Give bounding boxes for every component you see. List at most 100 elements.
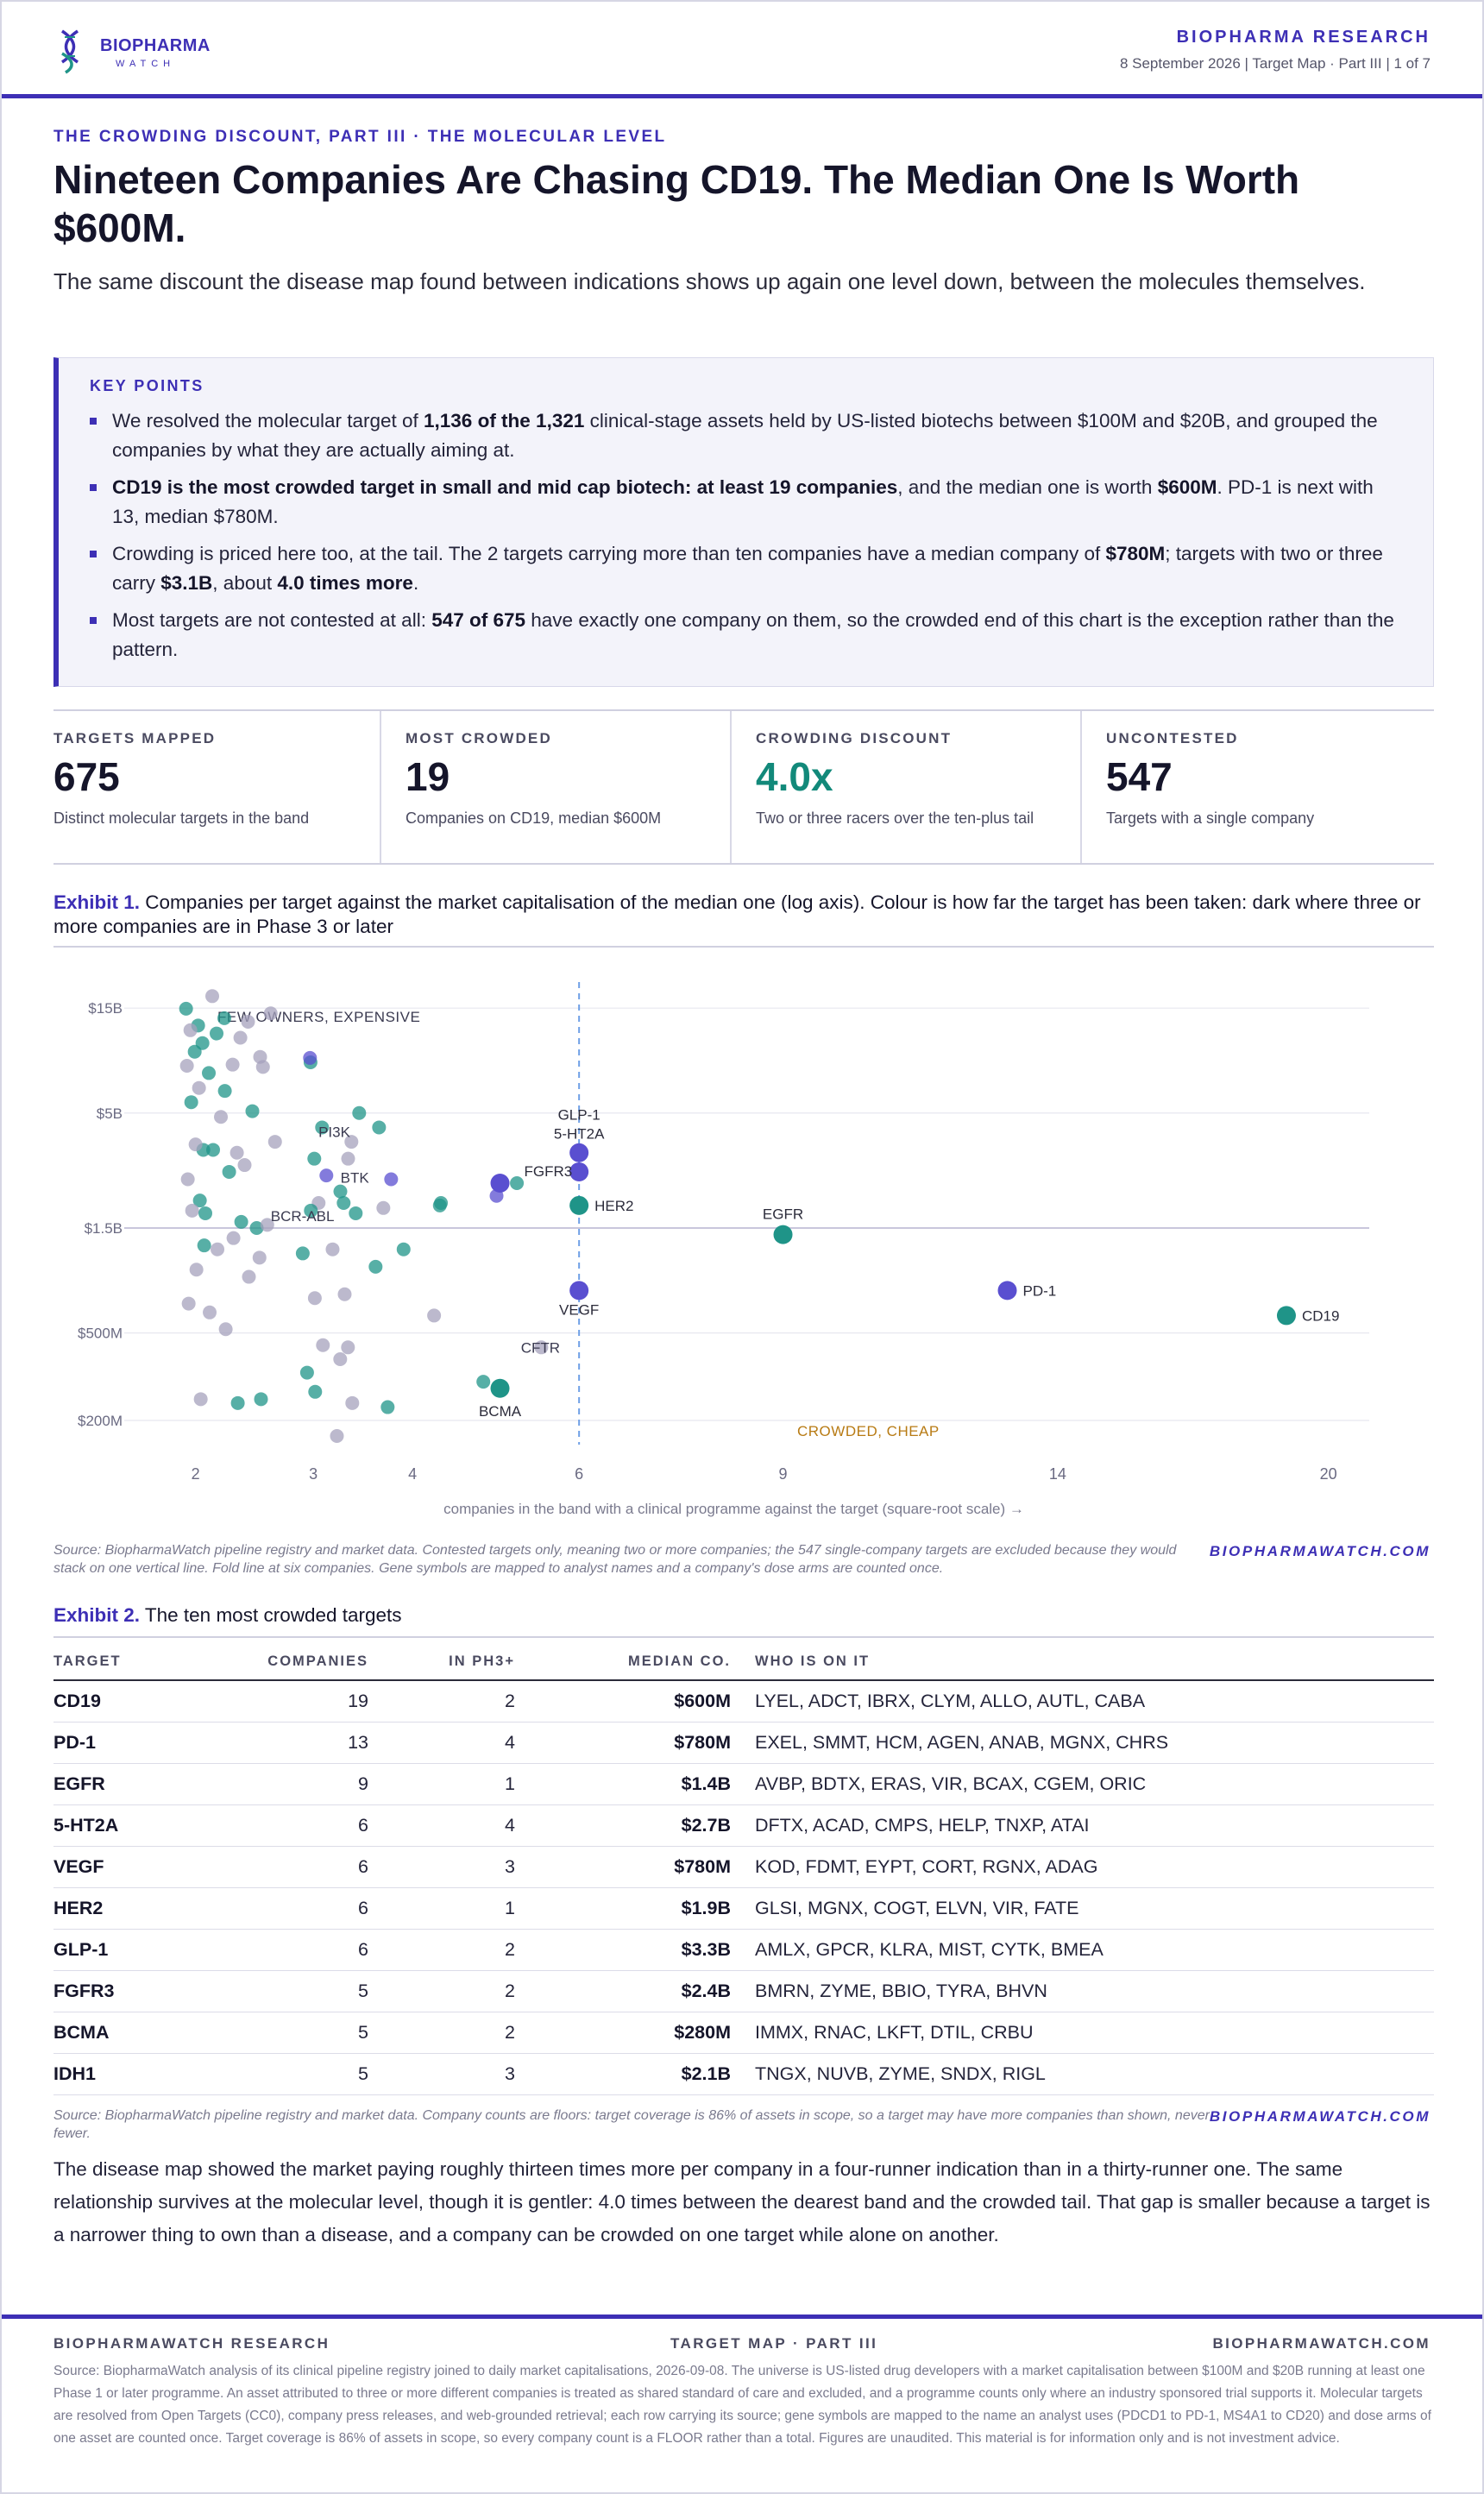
table-row[interactable]: CD19 19 2 $600M LYEL, ADCT, IBRX, CLYM, ALLO… [53,1680,1434,1722]
exhibit-1-source-link[interactable]: BIOPHARMAWATCH.COM [1209,1543,1431,1559]
key-points-title: KEY POINTS [90,377,204,394]
table-row[interactable]: GLP-1 6 2 $3.3B AMLX, GPCR, KLRA, MIST, CYTK… [53,1929,1434,1971]
data-point [337,1287,352,1301]
x-tick-label: 9 [779,1465,788,1483]
kpi-uncontested: UNCONTESTED 547 Targets with a single co… [1080,711,1425,863]
footer-fine-print: Source: BiopharmaWatch analysis of its c… [53,2364,1431,2446]
table-row[interactable]: VEGF 6 3 $780M KOD, FDMT, EYPT, CORT, RGNX, … [53,1846,1434,1888]
cell-target: HER2 [53,1887,200,1930]
data-point [226,1231,241,1245]
cell-tickers: GLSI, MGNX, COGT, ELVN, VIR, FATE [731,1887,1434,1930]
key-points-list: We resolved the molecular target of 1,13… [90,406,1401,672]
cell-ph3: 3 [368,2053,515,2095]
scatter-chart: $200M $500M $1.5B $5B $15B 2 3 4 6 9 14 20 companies… [78,982,1369,1517]
logo-wordmark: BIOPHARMA [100,36,211,55]
table-row[interactable]: 5-HT2A 6 4 $2.7B DFTX, ACAD, CMPS, HELP, TNX… [53,1804,1434,1847]
labeled-data-point [569,1162,589,1181]
data-point [187,1044,202,1059]
table-row[interactable]: EGFR 9 1 $1.4B AVBP, BDTX, ERAS, VIR, BCAX, … [53,1763,1434,1805]
data-point [230,1145,244,1160]
exhibit-2-caption: Exhibit 2. The ten most crowded targets [53,1603,1434,1628]
data-point [341,1151,355,1166]
data-point [198,1206,213,1220]
labeled-data-point [569,1143,589,1162]
headline: Nineteen Companies Are Chasing CD19. The… [53,157,1300,250]
point-label: FGFR3 [525,1163,573,1180]
exhibit-1-text: Companies per target against the market … [53,891,1421,937]
quadrant-label-cheap: CROWDED, CHEAP [797,1423,940,1439]
logo-subword: WATCH [116,59,176,69]
exhibit-2-source-link[interactable]: BIOPHARMAWATCH.COM [1209,2108,1431,2125]
cell-median: $600M [515,1680,731,1722]
exhibit-2-number: Exhibit 2. [53,1604,141,1626]
data-point [181,1296,196,1311]
cell-companies: 6 [200,1887,368,1930]
data-point [217,1084,232,1099]
kpi-note: Targets with a single company [1106,809,1315,827]
labeled-data-point [997,1281,1017,1301]
table-row[interactable]: BCMA 5 2 $280M IMMX, RNAC, LKFT, DTIL, CRBU [53,2012,1434,2054]
exhibit-2-text: The ten most crowded targets [144,1604,402,1626]
data-point [230,1395,245,1410]
footer-rule [2,2315,1482,2319]
footer-section: TARGET MAP · PART III [670,2335,878,2352]
bullet-icon [90,551,97,557]
cell-target: CD19 [53,1680,200,1722]
data-point [380,1400,395,1414]
cell-ph3: 2 [368,1929,515,1971]
y-tick-label: $5B [97,1105,123,1122]
col-header-median[interactable]: MEDIAN CO. [515,1644,731,1681]
dna-logo-icon [60,29,79,74]
logo[interactable]: BIOPHARMA WATCH [53,26,226,74]
cell-target: FGFR3 [53,1970,200,2012]
table-row[interactable]: PD-1 13 4 $780M EXEL, SMMT, HCM, AGEN, ANAB,… [53,1722,1434,1764]
key-point: CD19 is the most crowded target in small… [90,473,1401,532]
key-points-box: KEY POINTS We resolved the molecular tar… [53,357,1434,687]
cell-target: IDH1 [53,2053,200,2095]
cell-ph3: 4 [368,1722,515,1764]
cell-companies: 6 [200,1846,368,1888]
kpi-note: Distinct molecular targets in the band [53,809,310,827]
data-point [234,1214,248,1229]
data-point [241,1015,255,1030]
data-point [183,1023,198,1037]
labeled-data-point [773,1225,793,1244]
data-point [295,1246,310,1261]
cell-target: GLP-1 [53,1929,200,1971]
cell-target: PD-1 [53,1722,200,1764]
cell-ph3: 3 [368,1846,515,1888]
footer-link[interactable]: BIOPHARMAWATCH.COM [1212,2335,1431,2352]
masthead: BIOPHARMA WATCH BIOPHARMA RESEARCH 8 Sep… [2,2,1482,98]
col-header-ph3[interactable]: IN PH3+ [368,1644,515,1681]
point-label: 5-HT2A [554,1126,605,1143]
table-row[interactable]: HER2 6 1 $1.9B GLSI, MGNX, COGT, ELVN, VIR, … [53,1887,1434,1930]
data-point [192,1193,207,1208]
kpi-value: 19 [406,754,450,799]
exhibit-2-source: Source: BiopharmaWatch pipeline registry… [53,2108,1210,2141]
exhibit-1-number: Exhibit 1. [53,891,141,913]
exhibit-2-rule [53,1636,1434,1638]
table-row[interactable]: FGFR3 5 2 $2.4B BMRN, ZYME, BBIO, TYRA, BHVN [53,1970,1434,2012]
labeled-data-point [569,1281,589,1301]
col-header-companies[interactable]: COMPANIES [200,1644,368,1681]
data-point [267,1135,282,1149]
data-point [476,1375,491,1389]
kpi-value: 675 [53,754,120,799]
data-point [184,1095,198,1110]
col-header-who[interactable]: WHO IS ON IT [731,1644,1434,1681]
kpi-most-crowded: MOST CROWDED 19 Companies on CD19, media… [380,711,725,863]
point-annotation: BTK [341,1169,370,1186]
data-point [330,1429,344,1443]
data-point [316,1338,330,1352]
data-point [434,1195,449,1210]
data-point [307,1291,322,1306]
point-label: CD19 [1302,1307,1339,1324]
point-annotation: BCR-ABL [271,1208,335,1225]
cell-ph3: 2 [368,2012,515,2054]
kpi-label: CROWDING DISCOUNT [756,730,953,746]
table-row[interactable]: IDH1 5 3 $2.1B TNGX, NUVB, ZYME, SNDX, RIGL [53,2053,1434,2095]
cell-median: $1.4B [515,1763,731,1805]
col-header-target[interactable]: TARGET [53,1644,200,1681]
cell-tickers: EXEL, SMMT, HCM, AGEN, ANAB, MGNX, CHRS [731,1722,1434,1764]
data-point [308,1384,323,1399]
